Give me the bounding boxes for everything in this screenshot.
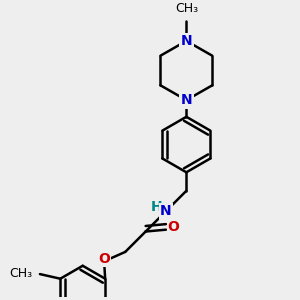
Text: CH₃: CH₃ [9,267,32,280]
Text: N: N [160,204,172,218]
Text: H: H [151,200,163,214]
Text: N: N [181,93,192,107]
Text: N: N [181,34,192,48]
Text: N: N [181,93,192,107]
Text: CH₃: CH₃ [175,2,198,15]
Text: O: O [98,252,110,266]
Text: O: O [167,220,179,234]
